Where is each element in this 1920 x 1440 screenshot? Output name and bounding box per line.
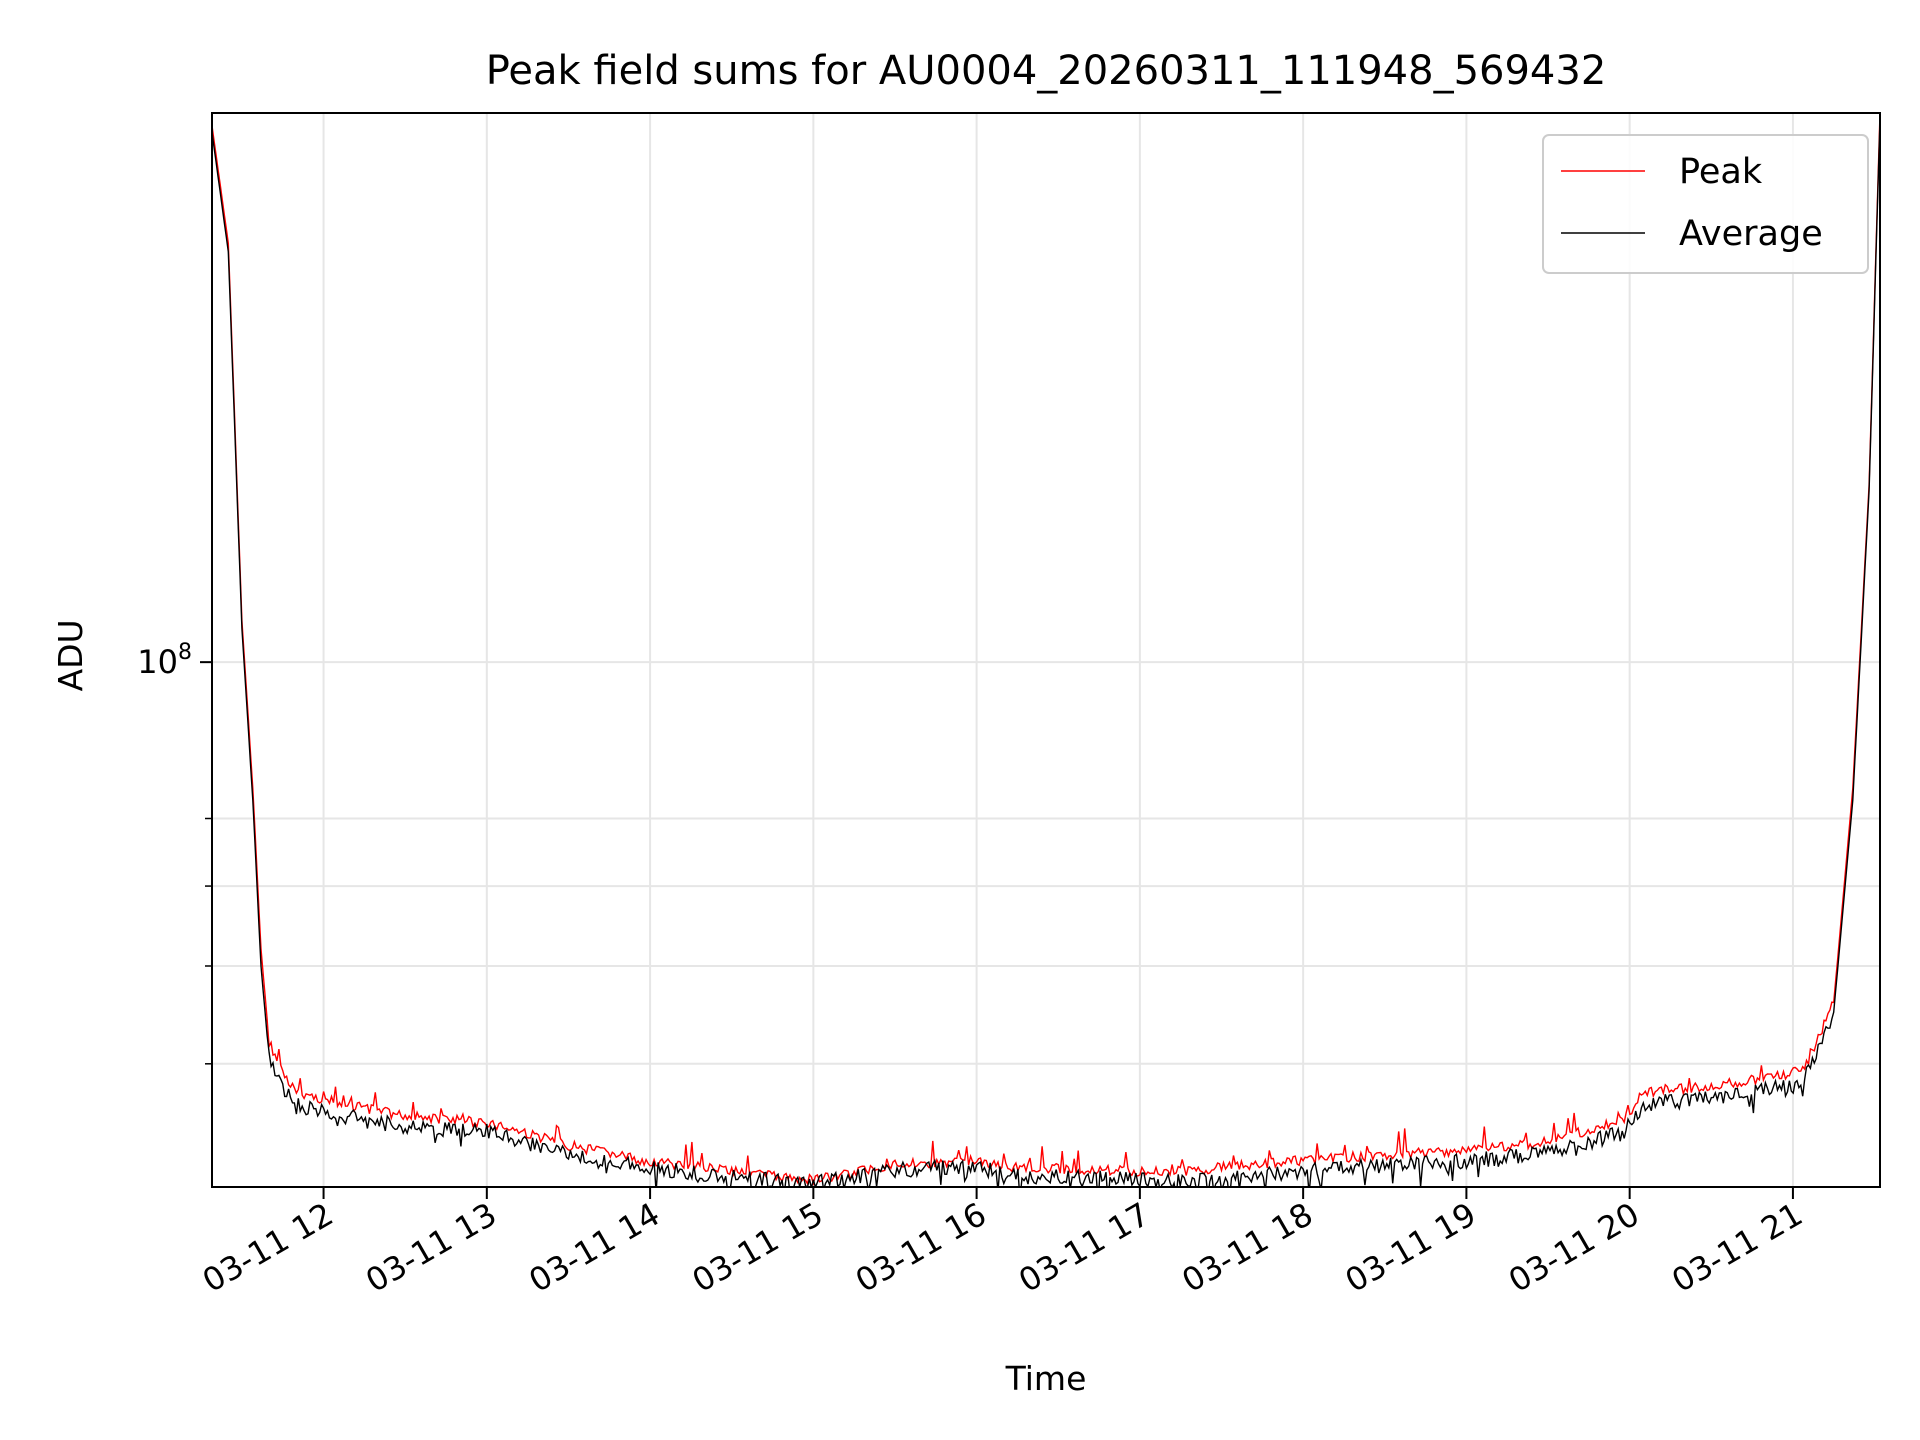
legend-box bbox=[1542, 134, 1869, 274]
legend: Peak Average bbox=[1542, 134, 1869, 274]
series-line-peak bbox=[212, 113, 1880, 1187]
x-axis-title: Time bbox=[1005, 1359, 1087, 1398]
gridlines bbox=[212, 113, 1880, 1187]
series-line-average bbox=[212, 119, 1880, 1187]
y-tick-label: 108 bbox=[137, 640, 192, 681]
legend-label-peak: Peak bbox=[1679, 152, 1763, 192]
series-lines bbox=[212, 113, 1880, 1187]
plot-frame bbox=[211, 112, 1881, 1188]
y-axis-title: ADU bbox=[51, 619, 90, 691]
legend-label-average: Average bbox=[1679, 214, 1823, 254]
chart-title: Peak field sums for AU0004_20260311_1119… bbox=[486, 48, 1607, 94]
